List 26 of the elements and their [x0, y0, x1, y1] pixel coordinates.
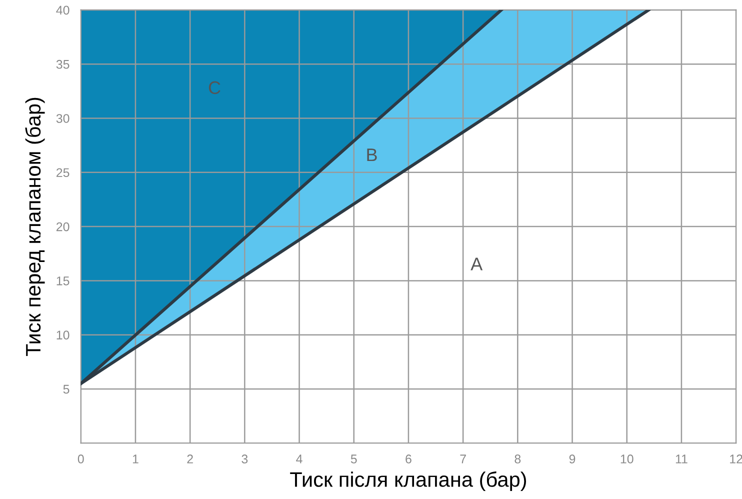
x-tick-label: 8 — [514, 454, 521, 464]
y-tick-label: 5 — [63, 384, 70, 394]
y-tick-label: 10 — [56, 330, 70, 340]
y-tick-label: 30 — [56, 114, 70, 123]
x-axis-title: Тиск після клапана (бар) — [290, 471, 526, 492]
x-tick-label: 5 — [350, 454, 357, 464]
x-tick-label: 0 — [78, 454, 84, 464]
y-axis-title: Тиск перед клапаном (бар) — [25, 98, 45, 356]
x-tick-label: 7 — [460, 454, 466, 464]
x-tick-label: 9 — [569, 454, 576, 464]
x-tick-label: 12 — [730, 454, 742, 464]
y-tick-label: 25 — [56, 168, 70, 178]
y-tick-label: 15 — [56, 276, 70, 286]
x-tick-label: 4 — [296, 454, 302, 464]
x-tick-label: 11 — [676, 454, 688, 464]
y-tick-label: 20 — [56, 222, 70, 232]
x-tick-label: 2 — [187, 454, 193, 464]
y-tick-label: 40 — [56, 6, 70, 15]
annotation: B — [367, 148, 377, 162]
x-tick-label: 1 — [132, 454, 138, 464]
annotation: A — [470, 258, 483, 270]
annotation: C — [208, 81, 220, 94]
x-tick-label: 10 — [620, 454, 634, 464]
x-tick-label: 3 — [242, 454, 248, 464]
x-tick-label: 6 — [406, 454, 412, 464]
y-tick-label: 35 — [56, 60, 70, 69]
